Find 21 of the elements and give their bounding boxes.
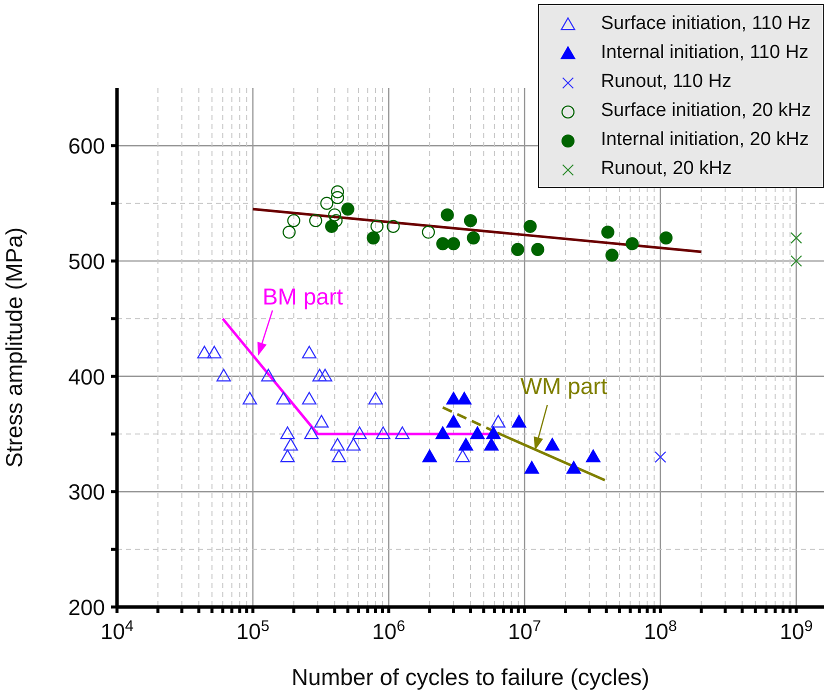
legend-label: Runout, 20 kHz [600, 158, 732, 180]
y-tick-label: 400 [68, 364, 105, 390]
y-tick-label: 200 [68, 595, 105, 620]
x-tick-label: 10$^{5}$ [236, 618, 270, 644]
x-axis-title: Number of cycles to failure (cycles) [292, 664, 650, 690]
annotation: BM part [262, 283, 344, 310]
y-tick-label: 300 [68, 480, 105, 505]
annotation: WM part [520, 372, 608, 399]
legend-label: Internal initiation, 20 kHz [600, 128, 809, 150]
legend-label: Surface initiation, 110 Hz [600, 12, 811, 34]
x-tick-label: 10$^{4}$ [100, 618, 134, 644]
x-tick-label: 10$^{9}$ [780, 618, 813, 644]
legend-label: Internal initiation, 110 Hz [600, 42, 809, 64]
legend-label: Runout, 110 Hz [600, 70, 732, 92]
y-axis-title: Stress amplitude (MPa) [1, 227, 28, 468]
y-tick-label: 600 [68, 134, 105, 159]
x-tick-label: 10$^{6}$ [372, 618, 406, 644]
x-tick-label: 10$^{8}$ [644, 618, 677, 644]
y-tick-label: 500 [68, 249, 105, 274]
legend-label: Surface initiation, 20 kHz [600, 100, 811, 122]
x-tick-label: 10$^{7}$ [508, 618, 542, 644]
